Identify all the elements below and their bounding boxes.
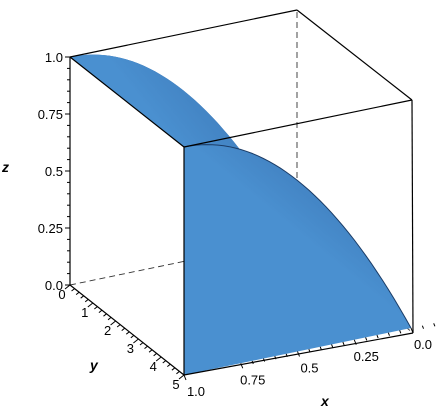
y-minor-tick-mark [171,367,176,371]
z-tick-label: 0.5 [45,164,63,179]
x-minor-tick-mark [285,353,288,358]
x-minor-tick-mark [399,330,402,334]
y-minor-tick-mark [71,288,75,292]
y-tick-mark [87,302,94,308]
y-minor-tick-mark [84,299,89,303]
x-minor-tick-mark [319,346,322,350]
x-minor-tick-mark [365,337,368,341]
x-tick-mark [183,374,187,381]
x-minor-tick-mark [376,334,379,339]
y-tick-label: 2 [104,323,111,338]
y-minor-tick-mark [125,331,130,335]
x-tick-label: 0.25 [354,349,379,364]
x-tick-label: 0.75 [240,372,265,387]
x-tick-mark [353,339,357,345]
y-minor-tick-mark [144,345,148,349]
box-edge-top-front-x [183,99,413,148]
x-minor-tick-mark [274,356,277,360]
x-minor-tick-mark [331,344,334,348]
surface-edge-curve [183,144,412,329]
y-minor-tick-mark [121,327,126,331]
y-tick-label: 0 [58,287,65,302]
y-minor-tick-mark [130,335,135,339]
y-tick-label: 3 [127,341,134,356]
box-edge-top-right-y [296,9,413,101]
x-minor-tick-mark [433,323,436,327]
z-tick-label: 0.0 [45,278,63,293]
x-axis-title: x [320,393,330,409]
y-tick-mark [110,320,116,326]
y-minor-tick-mark [103,313,107,317]
y-minor-tick-mark [167,363,171,367]
box-edge-bottom-y [69,284,185,376]
x-tick-mark [410,327,414,334]
z-axis-title: z [1,159,9,175]
y-minor-tick-mark [94,306,98,310]
y-minor-tick-mark [98,309,103,313]
x-tick-label: 0.0 [414,337,432,352]
y-minor-tick-mark [80,295,84,299]
x-tick-label: 0.5 [300,361,318,376]
y-minor-tick-mark [153,353,157,357]
x-tick-mark [297,351,300,357]
y-minor-tick-mark [148,349,153,353]
x-minor-tick-mark [262,358,266,362]
y-minor-tick-mark [116,324,121,328]
z-tick-label: 1.0 [45,50,63,65]
x-tick-label: 1.0 [187,384,205,399]
z-tick-label: 0.75 [38,107,63,122]
y-minor-tick-mark [176,371,180,375]
y-tick-label: 5 [172,377,179,392]
y-tick-mark [64,284,71,290]
y-axis-title: y [89,357,99,373]
y-tick-label: 4 [150,359,157,374]
x-minor-tick-mark [421,325,425,329]
y-minor-tick-mark [162,360,167,364]
y-tick-mark [155,356,162,362]
x-minor-tick-mark [308,348,311,353]
x-minor-tick-mark [342,341,345,346]
axis-ticks [64,56,436,381]
y-minor-tick-mark [75,291,80,295]
box-edge-top-back-x [69,9,298,58]
surface-front-face-y5 [184,144,411,375]
x-minor-tick-mark [251,360,254,365]
x-tick-mark [240,363,244,369]
box-edge-z-right [411,99,414,334]
y-tick-mark [133,338,139,344]
y-tick-mark [178,374,185,380]
y-minor-tick-mark [139,342,144,346]
y-tick-label: 1 [81,305,88,320]
axis-tick-labels: 0.0 0.25 0.5 0.75 1.0 0 1 2 3 45 0.0 0.25 0.5 0.75 1.0 [38,50,432,399]
z-tick-label: 0.25 [38,221,63,236]
box-edge-top-back-y [69,56,185,148]
y-minor-tick-mark [107,317,112,321]
x-minor-tick-mark [387,332,390,336]
